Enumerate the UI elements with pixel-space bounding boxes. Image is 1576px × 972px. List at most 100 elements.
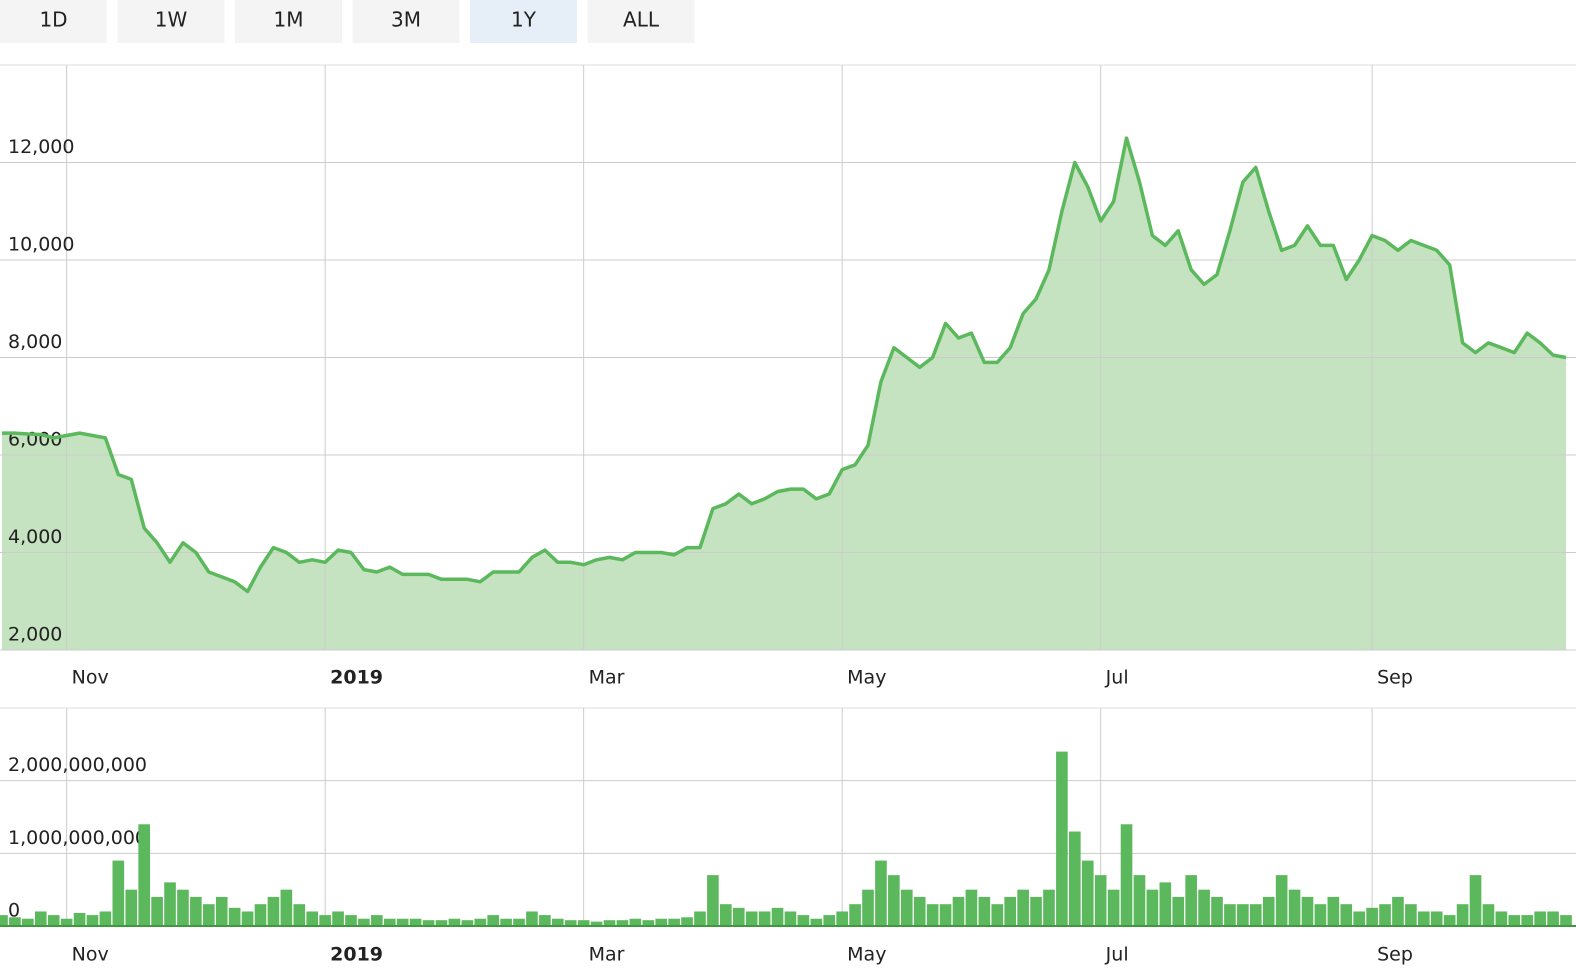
volume-bar	[358, 918, 370, 926]
range-button[interactable]: 1D	[0, 0, 107, 43]
volume-bar	[435, 920, 448, 926]
volume-bar	[267, 896, 280, 926]
range-button[interactable]: 1M	[235, 0, 342, 43]
volume-bar	[694, 911, 706, 926]
x-tick-label: Jul	[1105, 944, 1129, 966]
button-bg[interactable]	[235, 0, 342, 43]
volume-bar	[707, 875, 719, 926]
volume-bar	[396, 918, 409, 926]
volume-bar	[228, 907, 241, 926]
range-button[interactable]: 3M	[352, 0, 460, 43]
volume-bar	[1030, 896, 1042, 926]
button-bg[interactable]	[470, 0, 577, 43]
x-tick-label: 2019	[330, 667, 383, 689]
volume-bar	[293, 904, 306, 926]
y-tick-label: 12,000	[8, 136, 74, 158]
y-tick-label: 4,000	[8, 526, 62, 548]
x-tick-label: Jul	[1105, 667, 1129, 689]
range-button[interactable]: 1Y	[470, 0, 577, 43]
volume-bar	[422, 920, 435, 926]
x-tick-label: Nov	[72, 944, 109, 966]
price-line	[2, 136, 1567, 594]
volume-bar	[1534, 911, 1546, 926]
volume-bar	[1379, 904, 1391, 926]
volume-bar	[849, 904, 861, 926]
volume-bar	[758, 911, 771, 926]
volume-bar	[138, 824, 150, 926]
volume-bar	[1327, 896, 1340, 926]
volume-bar	[1430, 911, 1443, 926]
volume-bar	[888, 875, 900, 926]
volume-bar	[513, 918, 525, 926]
volume-bar	[745, 911, 758, 926]
volume-bar	[1094, 875, 1107, 926]
range-button[interactable]: ALL	[587, 0, 695, 43]
button-label[interactable]: 1M	[274, 8, 304, 32]
volume-bar	[47, 915, 60, 926]
volume-bar	[34, 911, 47, 926]
volume-bar	[1288, 889, 1301, 926]
volume-bar	[1081, 860, 1094, 926]
volume-bar	[1340, 904, 1353, 926]
volume-bar	[900, 889, 913, 926]
area-fill	[2, 138, 1566, 650]
volume-bar	[1146, 889, 1159, 926]
volume-bar	[1133, 875, 1146, 926]
y-tick-label: 0	[8, 900, 20, 922]
button-bg[interactable]	[0, 0, 107, 43]
volume-bar	[60, 918, 73, 926]
button-label[interactable]: 1W	[155, 8, 188, 32]
volume-bar	[1560, 915, 1572, 926]
volume-bar	[590, 921, 603, 926]
volume-bar	[1366, 907, 1378, 926]
button-label[interactable]: ALL	[623, 8, 660, 32]
y-tick-label: 1,000,000,000	[8, 827, 147, 849]
volume-bar	[952, 896, 965, 926]
volume-bar	[1185, 875, 1197, 926]
volume-bar	[1443, 915, 1456, 926]
volume-bar	[939, 904, 952, 926]
x-tick-label: Mar	[589, 944, 625, 966]
volume-bar	[280, 889, 293, 926]
y-tick-label: 10,000	[8, 234, 74, 256]
volume-bar	[254, 904, 267, 926]
volume-bar	[1069, 831, 1081, 926]
volume-bar	[22, 918, 34, 926]
volume-bar	[771, 907, 784, 926]
volume-bar	[862, 889, 874, 926]
volume-bar	[642, 920, 655, 926]
y-tick-label: 8,000	[8, 331, 62, 353]
volume-bar	[345, 915, 357, 926]
volume-bar	[241, 911, 254, 926]
x-tick-label: Mar	[589, 667, 625, 689]
button-label[interactable]: 1Y	[511, 8, 537, 32]
y-tick-label: 2,000	[8, 624, 62, 646]
button-label[interactable]: 3M	[391, 8, 421, 32]
volume-bar	[810, 918, 823, 926]
volume-bar	[1211, 896, 1223, 926]
volume-bar	[978, 896, 991, 926]
volume-bar	[1353, 911, 1366, 926]
range-button[interactable]: 1W	[117, 0, 225, 43]
button-bg[interactable]	[587, 0, 695, 43]
volume-bar	[1004, 896, 1017, 926]
x-tick-label: Nov	[72, 667, 109, 689]
volume-bar	[629, 918, 642, 926]
button-bg[interactable]	[352, 0, 460, 43]
volume-bar	[1249, 904, 1262, 926]
volume-bar	[681, 917, 693, 926]
volume-bar	[1508, 915, 1521, 926]
volume-bar	[1262, 896, 1275, 926]
y-tick-label: 2,000,000,000	[8, 754, 147, 776]
volume-bar	[73, 912, 86, 926]
volume-bar	[319, 915, 331, 926]
button-label[interactable]: 1D	[39, 8, 67, 32]
volume-bar	[1547, 911, 1559, 926]
x-tick-label: Sep	[1377, 944, 1413, 966]
button-bg[interactable]	[117, 0, 225, 43]
volume-bar	[1456, 904, 1469, 926]
volume-bar	[1237, 904, 1249, 926]
volume-bar	[875, 860, 887, 926]
volume-bar	[86, 915, 99, 926]
volume-bar	[125, 889, 138, 926]
